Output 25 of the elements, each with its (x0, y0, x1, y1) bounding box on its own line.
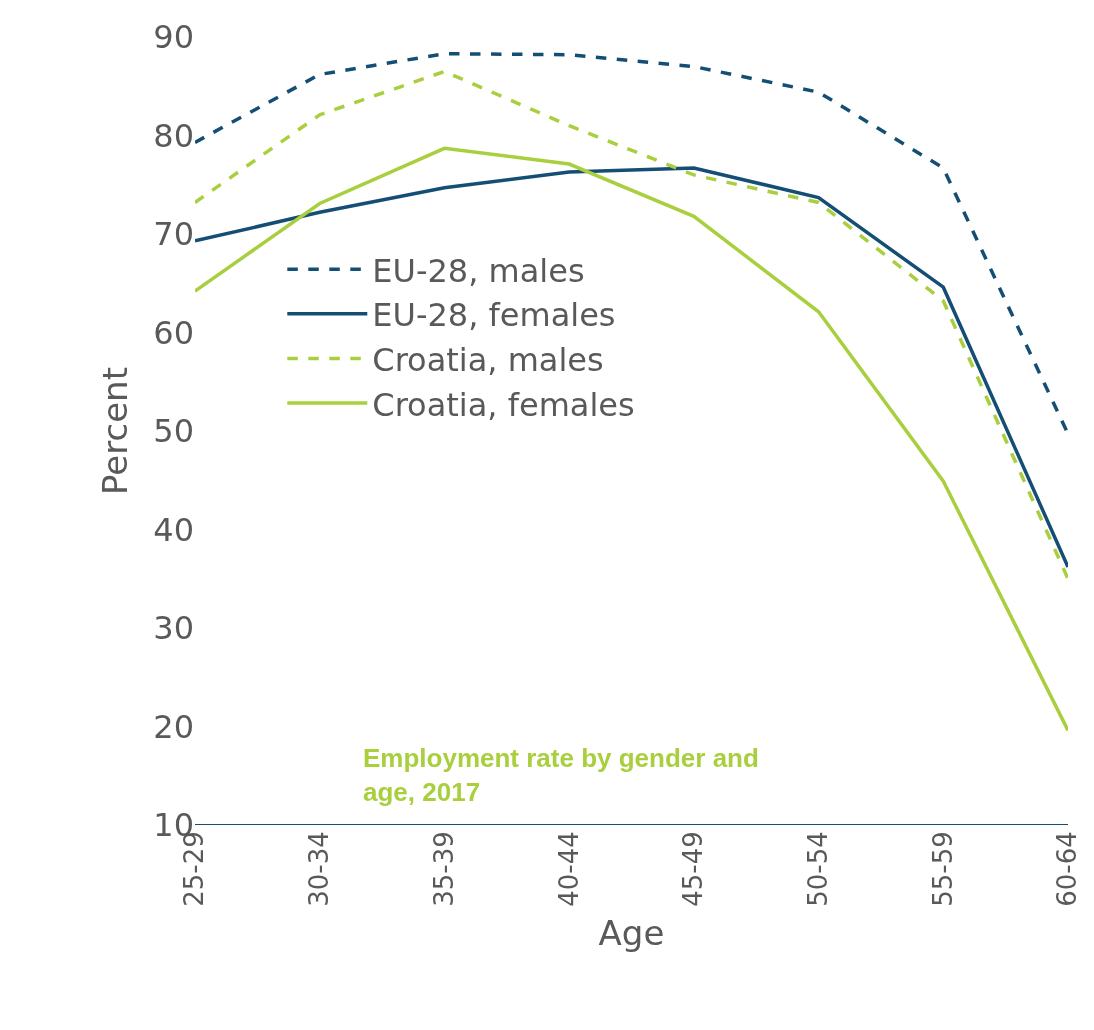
legend-label: Croatia, males (372, 340, 604, 379)
x-tick-label: 40-44 (553, 831, 584, 907)
line-series (195, 166, 1068, 569)
y-tick-label: 20 (153, 707, 194, 746)
x-tick-label: 55-59 (927, 831, 958, 907)
y-tick-label: 40 (153, 510, 194, 549)
legend-label: EU-28, females (372, 296, 616, 335)
x-tick-label: 50-54 (803, 831, 834, 907)
legend-label: Croatia, females (372, 385, 635, 424)
y-tick-label: 50 (153, 412, 194, 451)
line-series (195, 69, 1068, 581)
x-tick-label: 35-39 (428, 831, 459, 907)
x-axis-title: Age (598, 913, 665, 954)
y-tick-label: 90 (153, 18, 194, 57)
annotation: Employment rate by gender and age, 2017 (363, 743, 759, 807)
y-tick-label: 30 (153, 609, 194, 648)
x-tick-label: 30-34 (304, 831, 335, 907)
x-tick-label: 45-49 (678, 831, 709, 907)
legend-label: EU-28, males (372, 251, 585, 290)
y-axis-title: Percent (94, 367, 135, 495)
y-tick-label: 80 (153, 116, 194, 155)
y-tick-label: 70 (153, 215, 194, 254)
line-series (195, 146, 1068, 733)
y-tick-label: 60 (153, 313, 194, 352)
x-tick-label: 60-64 (1052, 831, 1083, 907)
